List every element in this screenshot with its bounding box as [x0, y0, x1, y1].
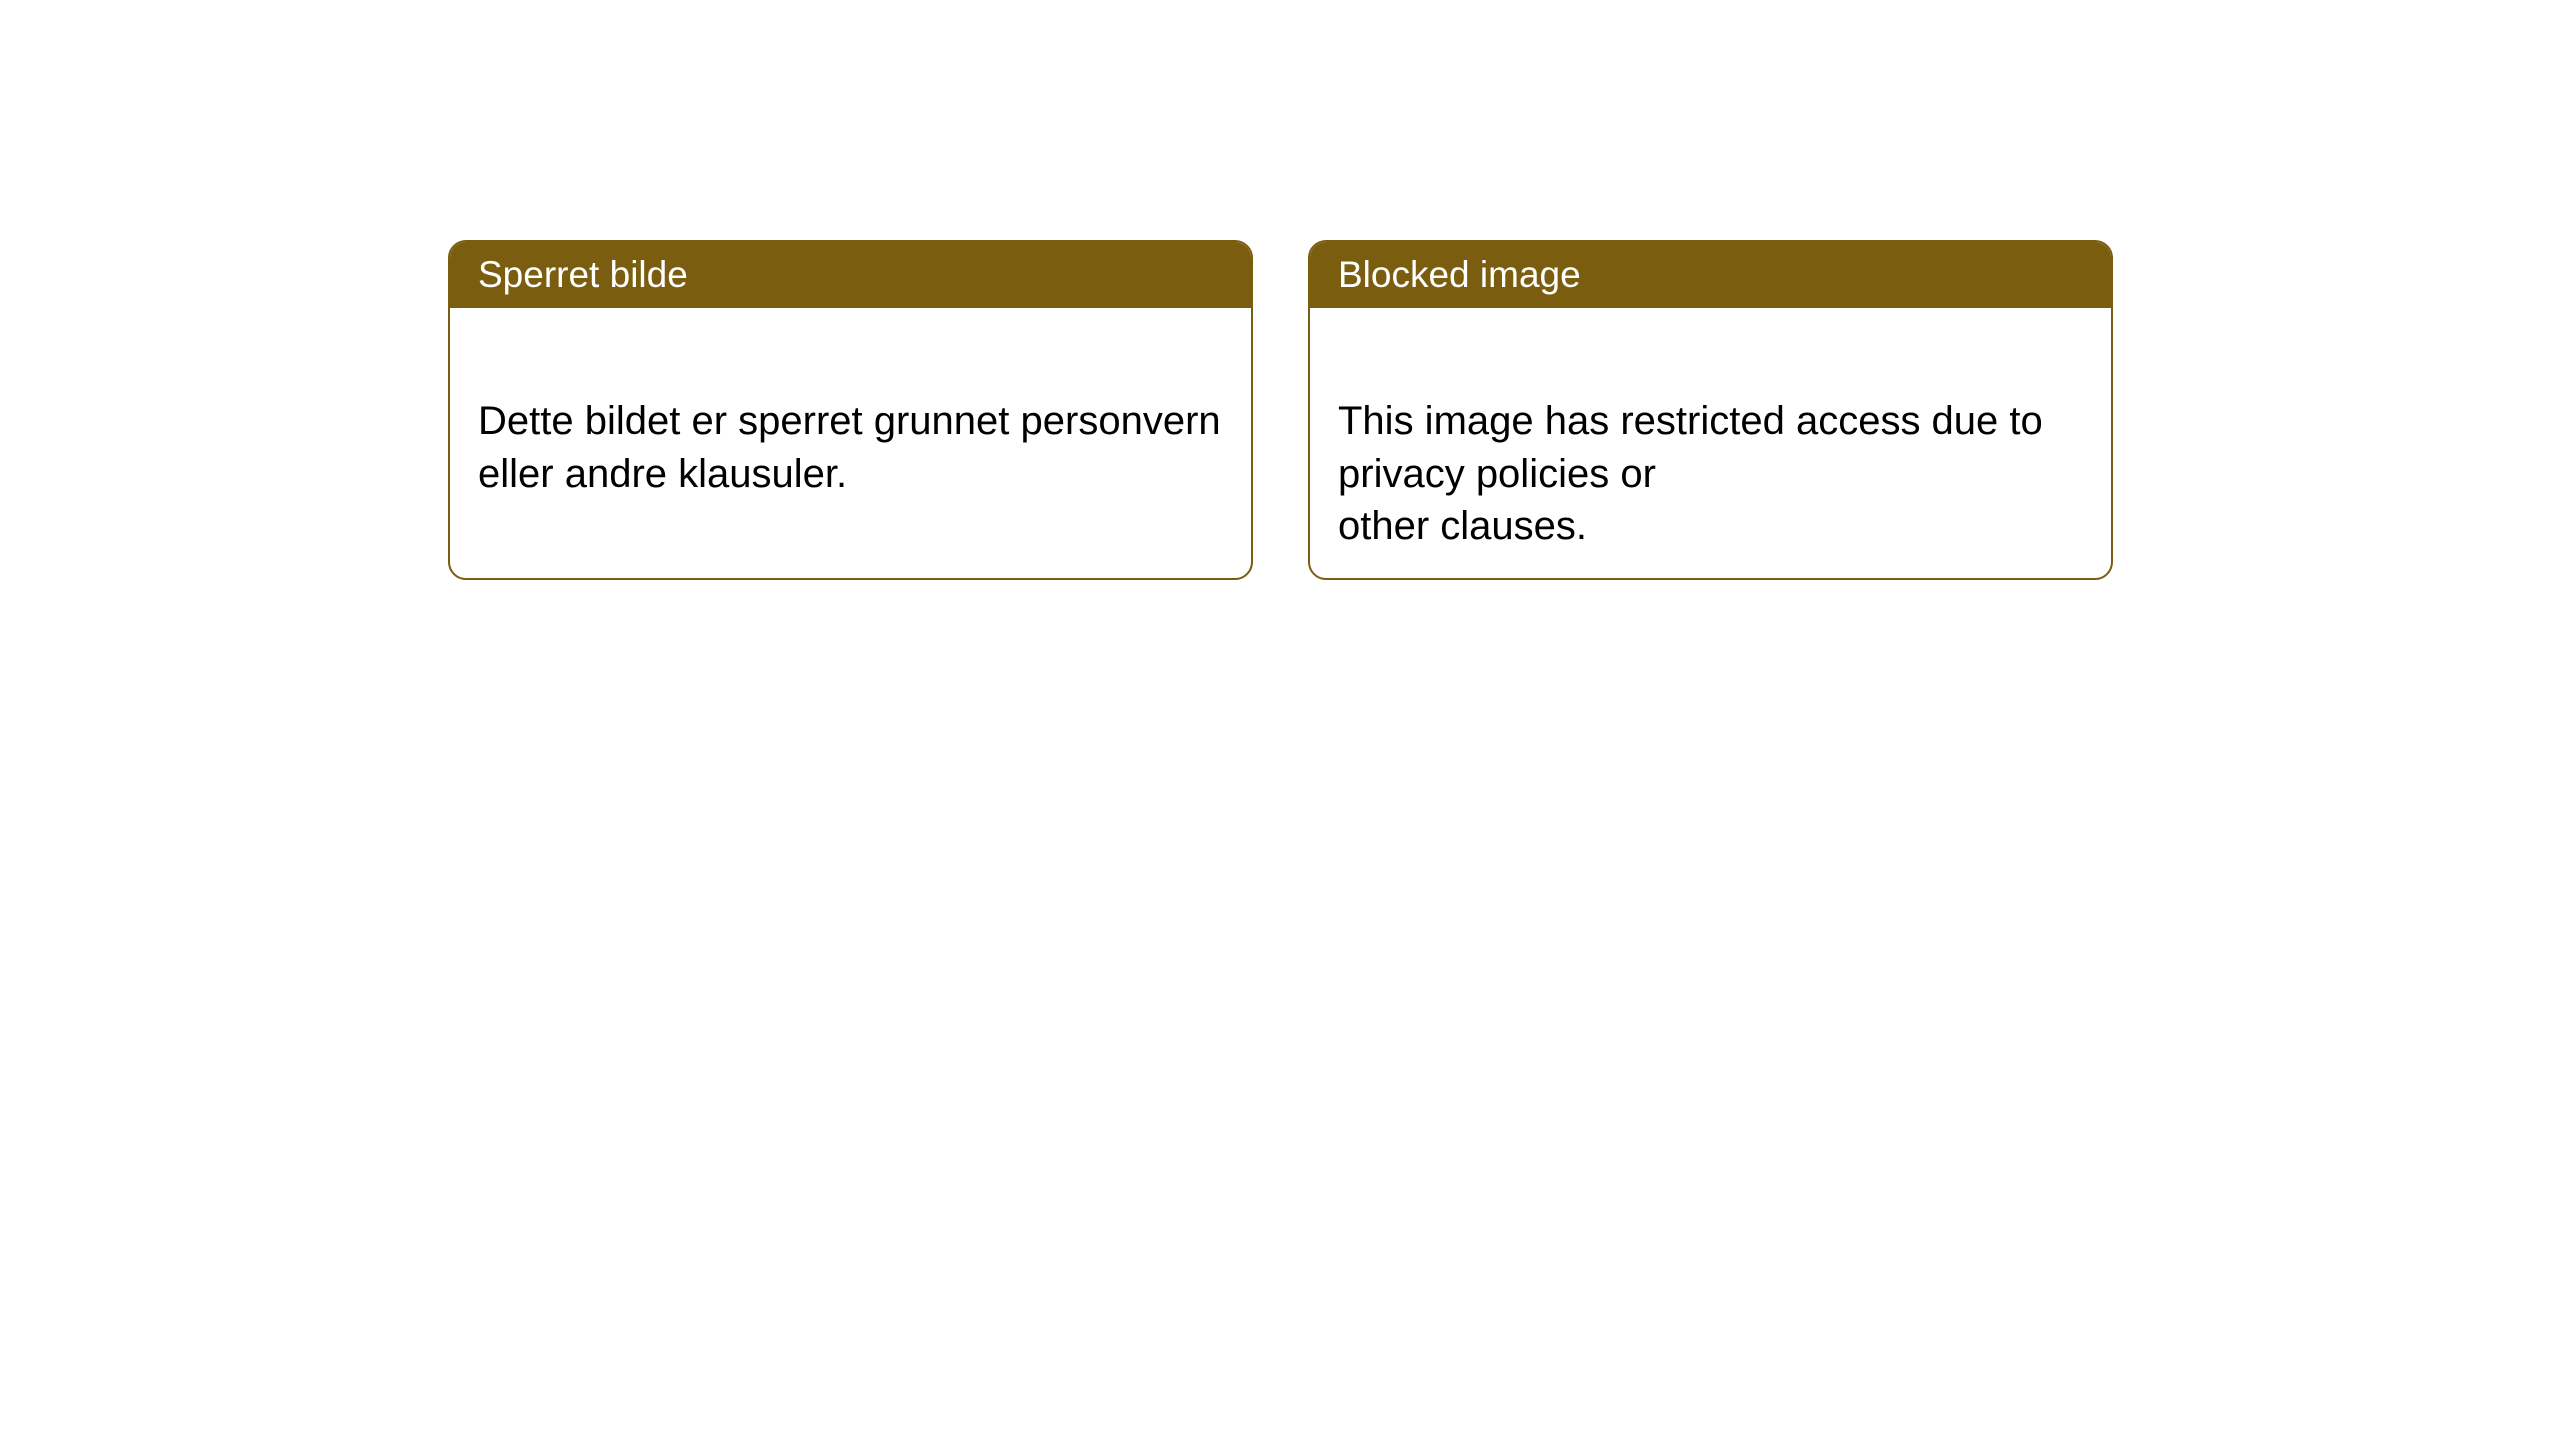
card-header: Sperret bilde [450, 242, 1251, 308]
blocked-image-card-no: Sperret bilde Dette bildet er sperret gr… [448, 240, 1253, 580]
cards-container: Sperret bilde Dette bildet er sperret gr… [448, 240, 2113, 580]
card-body: This image has restricted access due to … [1310, 308, 2111, 580]
blocked-image-card-en: Blocked image This image has restricted … [1308, 240, 2113, 580]
card-body: Dette bildet er sperret grunnet personve… [450, 308, 1251, 534]
card-title: Blocked image [1338, 254, 1581, 295]
card-title: Sperret bilde [478, 254, 688, 295]
card-body-text: This image has restricted access due to … [1338, 399, 2043, 549]
card-body-text: Dette bildet er sperret grunnet personve… [478, 399, 1221, 496]
card-header: Blocked image [1310, 242, 2111, 308]
